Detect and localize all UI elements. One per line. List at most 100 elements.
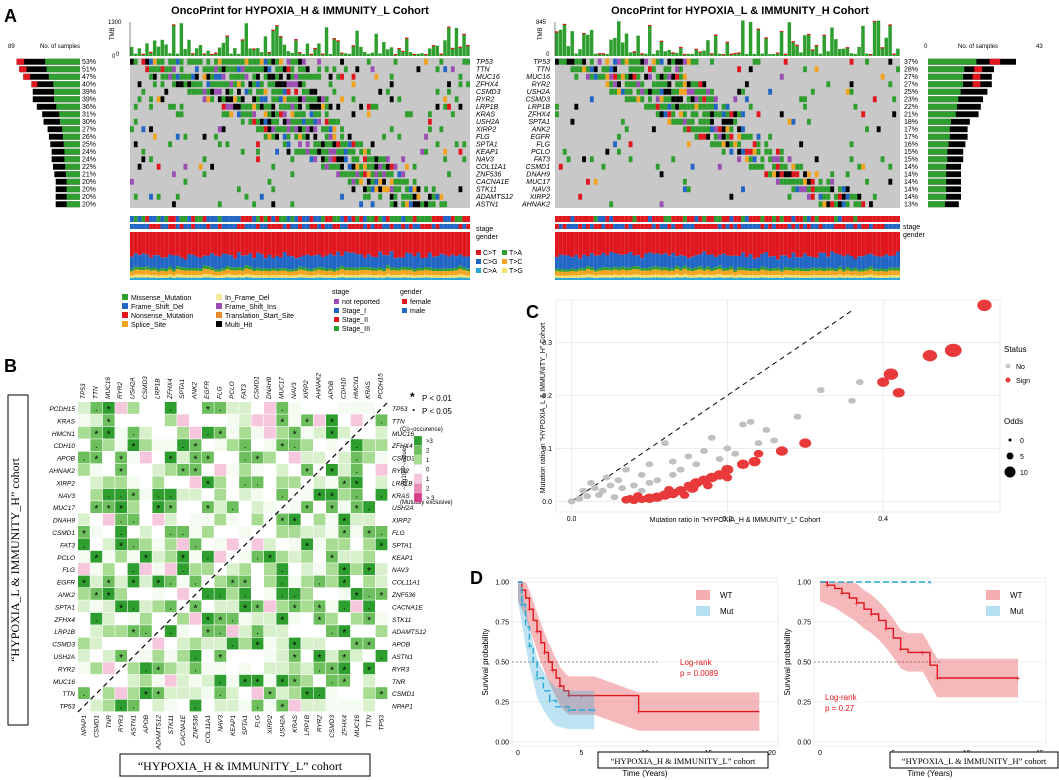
tmb-bar — [582, 33, 586, 56]
heatmap-cell — [326, 699, 338, 712]
tmb-bar — [659, 40, 664, 56]
oncoprint-cell — [651, 81, 656, 88]
snv-stack-segment — [690, 271, 695, 276]
oncoprint-cell — [389, 126, 394, 133]
scatter-point-no — [629, 482, 638, 489]
heatmap-sig-mark: · — [194, 579, 197, 590]
snv-stack-segment — [872, 277, 877, 280]
snv-stack-segment — [439, 253, 444, 269]
gender-track-cell — [663, 224, 668, 229]
heatmap-cell — [164, 402, 177, 414]
heatmap-sig-mark: · — [367, 591, 370, 602]
snv-stack-segment — [775, 259, 780, 268]
snv-stack-segment — [717, 277, 722, 280]
tmb-bar-cap — [447, 26, 451, 28]
heatmap-cell — [326, 488, 338, 501]
heatmap-cell — [202, 687, 214, 699]
heatmap-bottom-gene: ADAMTS12 — [155, 715, 162, 751]
heatmap-bottom-gene: RYR3 — [118, 715, 125, 732]
heatmap-cell — [338, 600, 351, 613]
tmb-bar — [286, 51, 291, 56]
oncoprint-cell — [191, 73, 195, 80]
stage-track-cell — [617, 216, 621, 222]
snv-stack-segment — [566, 269, 571, 272]
oncoprint-cell — [282, 118, 287, 125]
tmb-bar — [416, 53, 420, 56]
snv-stack-segment — [164, 277, 169, 280]
heatmap-cell — [127, 464, 140, 476]
oncoprint-cell — [382, 171, 386, 178]
oncoprint-cell — [317, 111, 322, 118]
oncoprint-cell — [267, 133, 272, 140]
snv-stack-segment — [267, 271, 272, 276]
snv-stack-segment — [317, 277, 322, 280]
heatmap-cell — [127, 600, 140, 613]
snv-stack-segment — [340, 266, 344, 270]
gender-track-cell — [710, 224, 714, 229]
gene-label: XIRP2 — [475, 127, 496, 134]
heatmap-cell — [239, 501, 251, 513]
heatmap-sig-mark: · — [243, 591, 246, 602]
heatmap-cell — [338, 402, 351, 414]
tmb-bar — [861, 25, 865, 56]
snv-stack-segment — [868, 266, 873, 270]
heatmap-top-gene: SPTA1 — [179, 379, 186, 399]
heatmap-cell — [326, 600, 338, 613]
snv-stack-segment — [710, 277, 714, 280]
scatter-point-no — [723, 445, 732, 452]
heatmap-cell — [78, 563, 90, 575]
scatter-point-no — [567, 498, 576, 505]
oncoprint-cell — [698, 81, 703, 88]
snv-stack-segment — [340, 277, 344, 280]
oncoprint-cell — [351, 73, 356, 80]
scatter-point-sign — [944, 343, 962, 357]
oncoprint-cell — [282, 88, 287, 95]
snv-stack-segment — [225, 254, 230, 267]
oncoprint-cell — [671, 96, 676, 103]
snv-stack-segment — [427, 270, 432, 275]
heatmap-cell — [164, 699, 177, 712]
sample-bar-missense — [66, 201, 80, 208]
tmb-bar — [632, 51, 637, 56]
heatmap-cell — [127, 687, 140, 699]
heatmap-cell — [239, 600, 251, 613]
tmb-bar — [363, 51, 367, 56]
snv-stack-segment — [888, 232, 893, 257]
scatter-point-no — [707, 434, 716, 441]
heatmap-top-gene: CSMD1 — [254, 376, 261, 399]
oncoprint-cell — [175, 73, 180, 80]
oncoprint-cell — [655, 58, 660, 65]
snv-stack-segment — [578, 275, 583, 278]
snv-stack-segment — [799, 271, 804, 276]
oncoprint-cell — [799, 141, 804, 148]
oncoprint-cell — [309, 73, 314, 80]
tmb-bar — [256, 48, 260, 56]
snv-stack-segment — [347, 277, 352, 280]
heatmap-cell — [375, 674, 388, 687]
snv-stack-segment — [324, 268, 329, 272]
gender-track-cell — [424, 224, 428, 229]
snv-stack-segment — [880, 271, 885, 276]
heatmap-cell — [90, 451, 103, 464]
snv-stack-segment — [450, 254, 455, 269]
snv-stack-segment — [347, 252, 352, 268]
oncoprint-cell — [702, 126, 707, 133]
oncoprint-cell — [389, 73, 394, 80]
oncoprint-cell — [686, 126, 691, 133]
snv-stack-segment — [332, 232, 337, 256]
oncoprint-cell — [636, 66, 641, 73]
snv-stack-segment — [332, 275, 337, 279]
heatmap-cell — [288, 575, 301, 588]
snv-stack-segment — [198, 277, 203, 280]
heatmap-cell — [251, 600, 264, 613]
snv-stack-segment — [756, 257, 761, 269]
oncoprint-cell — [435, 88, 440, 95]
snv-stack-segment — [624, 270, 629, 276]
snv-legend-label: T>A — [509, 250, 522, 257]
oncoprint-cell — [710, 126, 714, 133]
oncoprint-cell — [286, 66, 291, 73]
heatmap-cell — [152, 662, 165, 675]
oncoprint-cell — [725, 126, 730, 133]
snv-stack-segment — [865, 270, 869, 276]
heatmap-sig-mark: · — [144, 665, 147, 676]
